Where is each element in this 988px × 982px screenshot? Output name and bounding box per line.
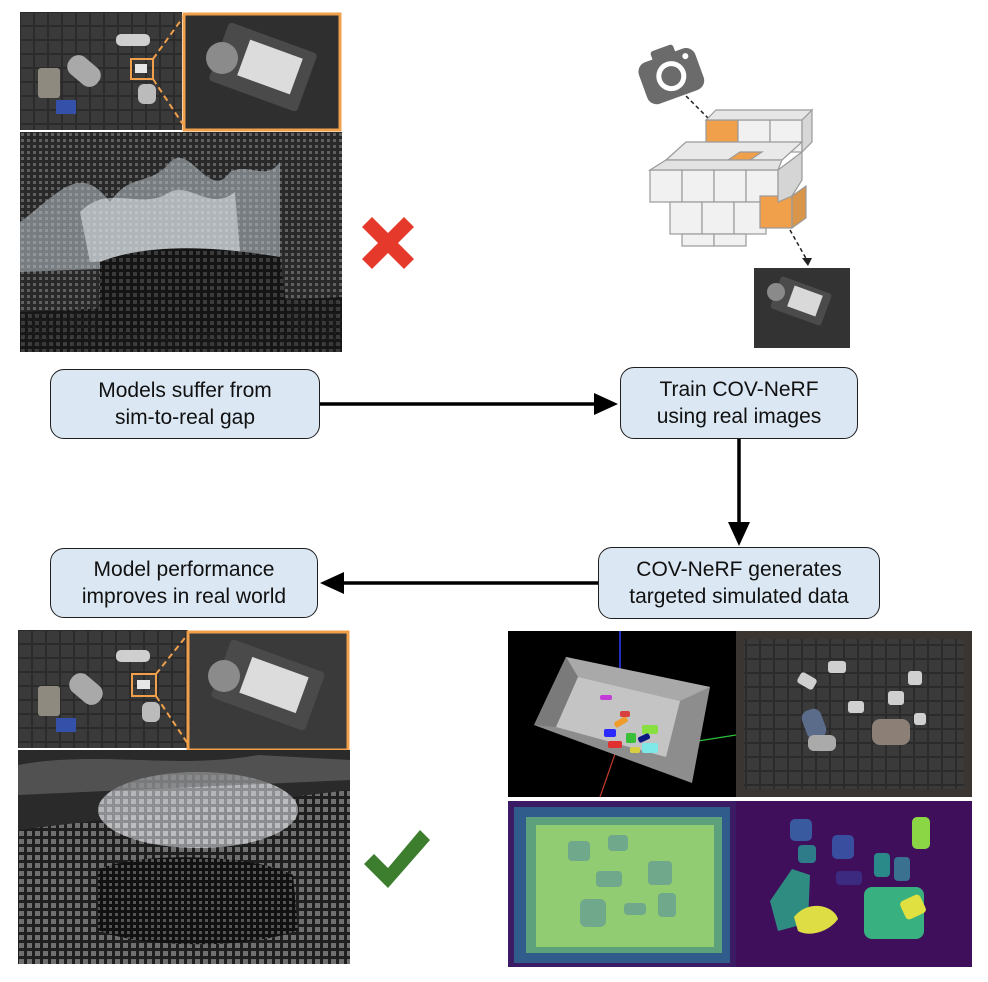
box-text-line: Model performance (93, 558, 275, 581)
simulated-data-grid (508, 631, 972, 967)
failed-point-cloud-image (20, 12, 342, 352)
performance-improves-box: Model performance improves in real world (50, 548, 318, 618)
arrowhead-right (594, 393, 618, 415)
box-text-line: using real images (656, 405, 822, 428)
box-text-line: COV-NeRF generates (636, 558, 842, 581)
segmentation-panel (736, 801, 972, 967)
sim-to-real-gap-box: Models suffer from sim-to-real gap (50, 369, 320, 439)
voxel-grid-diagram (638, 44, 850, 348)
box-text-line: sim-to-real gap (114, 406, 256, 429)
cross-mark-icon (352, 207, 424, 279)
arrowhead-left (320, 572, 344, 594)
box-text-line: improves in real world (81, 585, 287, 608)
camera-icon (638, 44, 705, 105)
box-text-line: targeted simulated data (629, 585, 849, 608)
depth-map-panel (508, 801, 736, 967)
improved-point-cloud-image (18, 630, 350, 964)
camera-voxel-figure (630, 30, 860, 350)
rgb-render-panel (736, 631, 972, 797)
generate-data-box: COV-NeRF generates targeted simulated da… (598, 547, 880, 619)
box-text-line: Models suffer from (98, 379, 272, 402)
simulated-data-panels (508, 631, 972, 967)
arrowhead-down (728, 522, 750, 546)
top-left-figure (20, 12, 342, 352)
check-mark-icon (360, 822, 434, 894)
bottom-left-figure (18, 630, 350, 964)
sim-scene-panel (508, 631, 737, 798)
box-text-line: Train COV-NeRF (659, 378, 819, 401)
train-covnerf-box: Train COV-NeRF using real images (620, 367, 858, 439)
